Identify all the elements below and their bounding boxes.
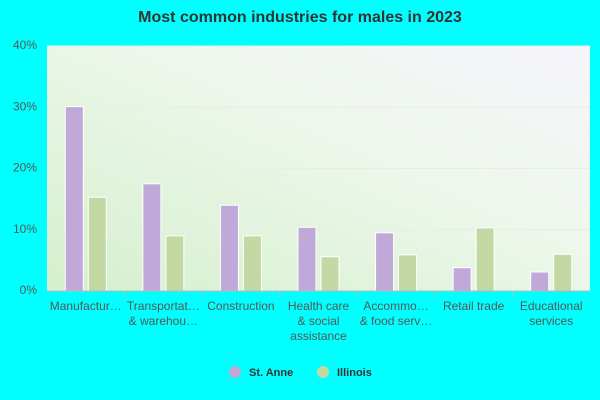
x-tick-label: Retail trade: [443, 299, 505, 313]
bar: [375, 232, 395, 292]
y-tick-label: 40%: [13, 38, 37, 52]
bar: [452, 267, 472, 292]
y-tick-label: 30%: [13, 99, 37, 113]
legend-swatch: [317, 366, 329, 378]
legend-label: St. Anne: [249, 367, 293, 379]
x-tick-label: Health care & social assistance: [288, 299, 350, 343]
bar: [475, 227, 495, 292]
bar: [398, 254, 418, 292]
x-tick-label: Transportat… & warehou…: [127, 299, 200, 328]
bar: [64, 106, 84, 292]
y-tick-label: 20%: [13, 161, 37, 175]
bar: [165, 235, 185, 292]
bar: [142, 183, 162, 292]
legend-swatch: [229, 366, 241, 378]
x-tick-label: Construction: [207, 299, 274, 313]
bar: [219, 204, 239, 292]
y-tick-label: 0%: [20, 283, 38, 297]
y-tick-label: 10%: [13, 222, 37, 236]
chart-title: Most common industries for males in 2023: [138, 9, 462, 26]
bar: [530, 271, 550, 292]
x-tick-label: Accommo… & food serv…: [360, 299, 433, 328]
x-tick-label: Manufactur…: [50, 299, 122, 313]
bar: [553, 253, 573, 292]
x-tick-label: Educational services: [520, 299, 583, 328]
legend-label: Illinois: [337, 367, 372, 379]
bar: [320, 256, 340, 292]
bar: [87, 196, 107, 292]
bar: [242, 235, 262, 292]
bar: [297, 226, 317, 292]
